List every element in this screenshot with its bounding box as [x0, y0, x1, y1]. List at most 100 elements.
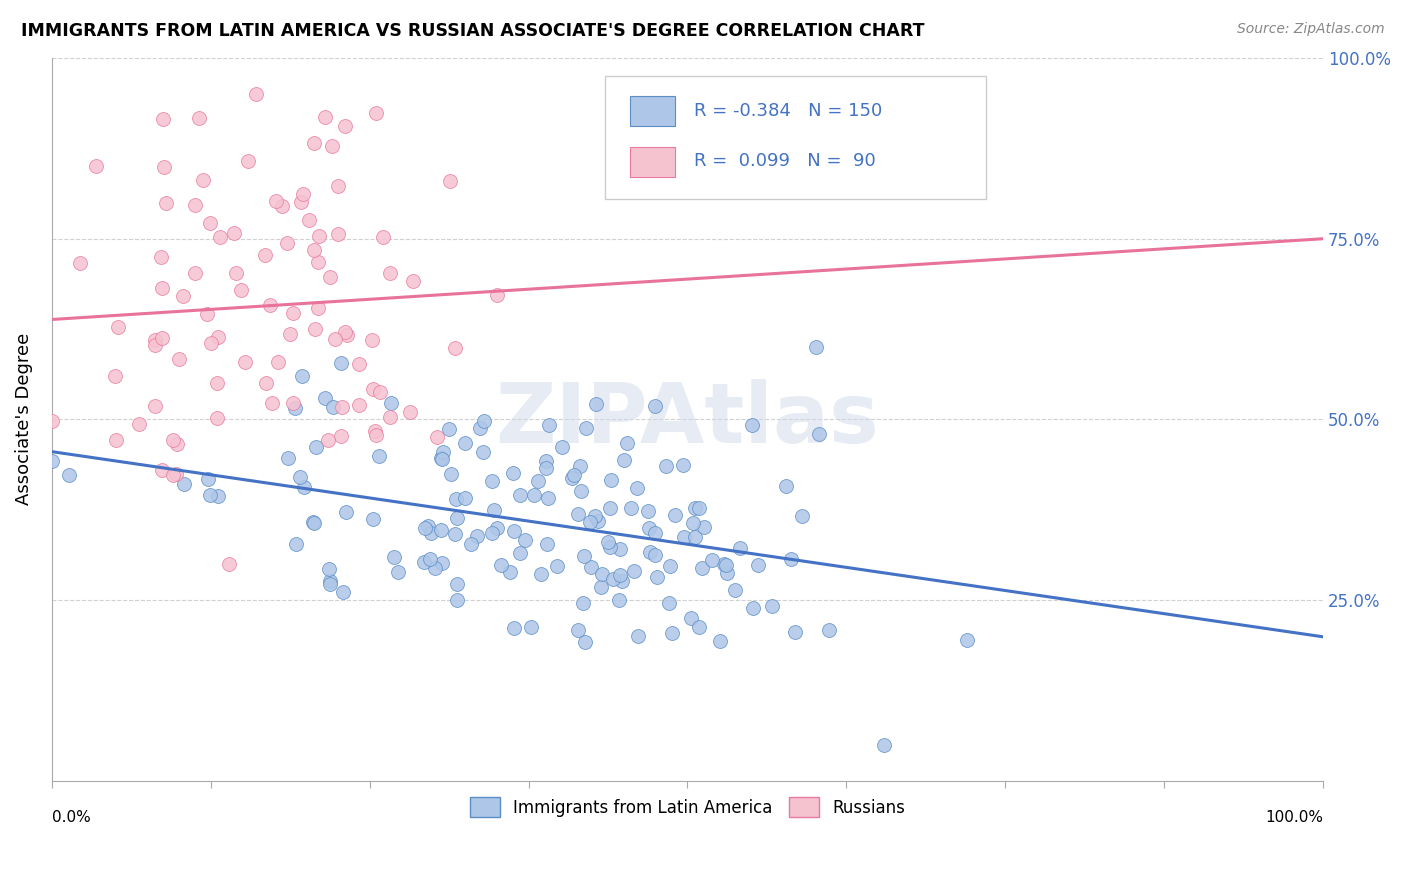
- Point: [267, 355, 290, 369]
- Point: [578, 515, 600, 529]
- Point: [413, 555, 436, 569]
- Point: [423, 561, 446, 575]
- Point: [318, 574, 340, 588]
- Point: [364, 424, 387, 438]
- Point: [254, 248, 277, 262]
- Point: [747, 558, 769, 572]
- Point: [162, 433, 184, 447]
- Point: [150, 331, 173, 345]
- Point: [609, 541, 631, 556]
- Point: [658, 596, 681, 610]
- Point: [197, 472, 219, 486]
- Point: [724, 582, 747, 597]
- Point: [623, 565, 645, 579]
- Point: [187, 112, 209, 126]
- Point: [612, 574, 634, 589]
- Point: [271, 199, 294, 213]
- Point: [426, 430, 449, 444]
- Point: [672, 458, 695, 472]
- Point: [728, 541, 751, 555]
- Point: [233, 354, 256, 368]
- Point: [278, 327, 301, 342]
- Point: [626, 481, 648, 495]
- Point: [291, 187, 314, 202]
- Point: [432, 445, 454, 459]
- Point: [808, 427, 831, 442]
- Point: [321, 139, 343, 153]
- Point: [349, 357, 371, 371]
- Point: [430, 556, 453, 570]
- Point: [328, 179, 350, 194]
- Point: [167, 351, 190, 366]
- Point: [207, 330, 229, 344]
- Point: [644, 549, 666, 563]
- Point: [568, 459, 591, 474]
- Point: [152, 160, 174, 174]
- Point: [260, 396, 283, 410]
- Point: [150, 281, 173, 295]
- Point: [537, 417, 560, 432]
- Point: [207, 489, 229, 503]
- Point: [150, 463, 173, 477]
- Point: [655, 459, 678, 474]
- Point: [439, 174, 461, 188]
- Point: [509, 488, 531, 502]
- Text: 0.0%: 0.0%: [52, 810, 90, 825]
- Y-axis label: Associate's Degree: Associate's Degree: [15, 334, 32, 506]
- Point: [644, 399, 666, 413]
- Point: [484, 503, 506, 517]
- Point: [264, 194, 287, 208]
- Point: [562, 468, 585, 483]
- Point: [277, 450, 299, 465]
- Point: [780, 552, 803, 566]
- Point: [318, 562, 340, 576]
- Point: [304, 243, 326, 257]
- FancyBboxPatch shape: [605, 76, 986, 199]
- Point: [283, 396, 305, 410]
- Point: [661, 626, 683, 640]
- Point: [366, 428, 388, 442]
- FancyBboxPatch shape: [630, 96, 675, 127]
- Point: [620, 500, 643, 515]
- Point: [574, 549, 596, 564]
- Point: [430, 523, 453, 537]
- Point: [335, 119, 357, 133]
- Point: [489, 558, 512, 572]
- Point: [172, 288, 194, 302]
- Point: [302, 516, 325, 530]
- Point: [574, 635, 596, 649]
- Point: [454, 491, 477, 505]
- Point: [790, 508, 813, 523]
- Point: [561, 471, 583, 485]
- Point: [184, 197, 207, 211]
- Point: [591, 567, 613, 582]
- Text: R = -0.384   N = 150: R = -0.384 N = 150: [693, 103, 882, 120]
- Legend: Immigrants from Latin America, Russians: Immigrants from Latin America, Russians: [463, 790, 912, 823]
- Point: [692, 560, 714, 574]
- Point: [371, 230, 394, 244]
- Point: [546, 559, 568, 574]
- Point: [222, 226, 245, 240]
- Point: [599, 540, 621, 554]
- Point: [679, 611, 702, 625]
- Point: [588, 514, 610, 528]
- Point: [627, 629, 650, 643]
- Point: [378, 266, 401, 280]
- Point: [589, 580, 612, 594]
- Point: [420, 525, 443, 540]
- Point: [128, 417, 150, 432]
- Point: [319, 270, 342, 285]
- Point: [198, 216, 221, 230]
- Point: [430, 452, 453, 467]
- Point: [378, 409, 401, 424]
- Point: [714, 558, 737, 572]
- Point: [616, 436, 638, 450]
- Point: [599, 473, 621, 487]
- Point: [225, 266, 247, 280]
- Point: [471, 445, 494, 459]
- Point: [149, 250, 172, 264]
- Point: [335, 505, 357, 519]
- Point: [245, 87, 267, 101]
- FancyBboxPatch shape: [630, 146, 675, 177]
- Point: [550, 440, 572, 454]
